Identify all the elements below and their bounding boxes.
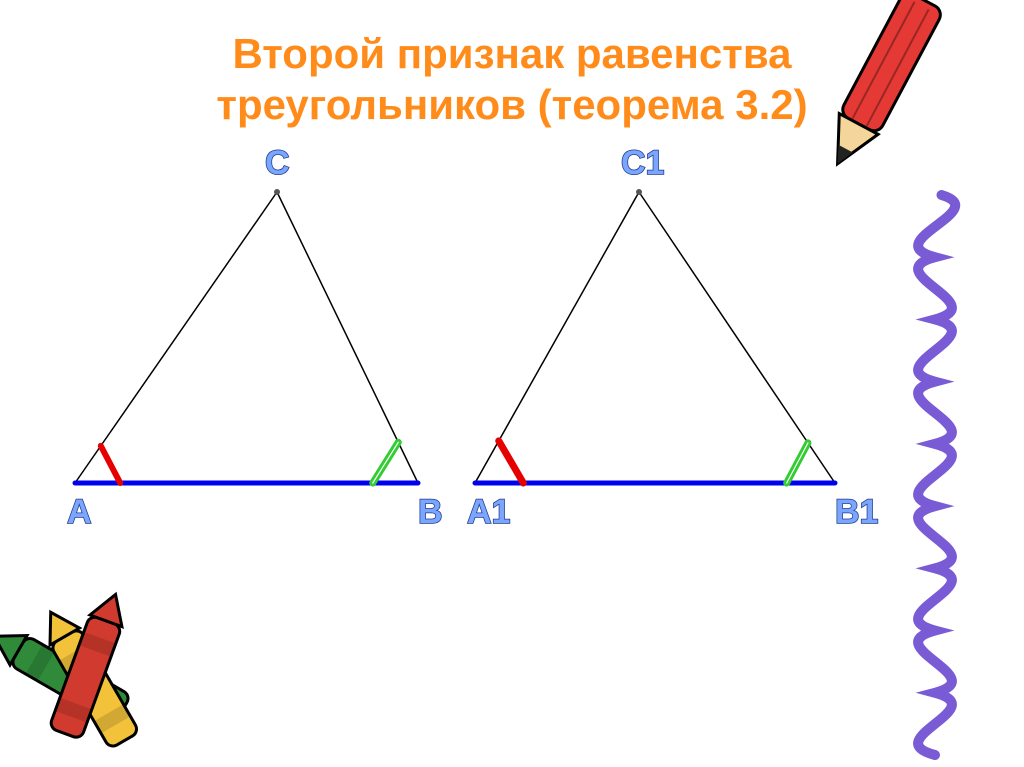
- edge-AC: [75, 192, 277, 483]
- edge-BC: [639, 192, 835, 483]
- vertex-label-A: А1: [467, 493, 510, 531]
- crayons-icon: [0, 589, 139, 749]
- vertex-dot-C: [636, 189, 642, 195]
- triangle-left: А В С: [67, 144, 443, 531]
- angle-mark-A: [499, 441, 524, 483]
- squiggle-path: [918, 195, 955, 755]
- decorations-layer: [0, 0, 955, 755]
- triangle-right: А1 В1 С1: [467, 144, 878, 531]
- triangles-layer: А В С А1 В1 С1: [67, 144, 878, 531]
- vertex-label-C: С1: [621, 144, 664, 182]
- squiggle-icon: [918, 195, 955, 755]
- vertex-label-B: В1: [835, 493, 878, 531]
- pencil-icon: [818, 0, 944, 174]
- angle-mark-B-inner: [787, 443, 808, 483]
- angle-mark-B-inner: [373, 442, 399, 483]
- vertex-dot-C: [274, 189, 280, 195]
- diagram-canvas: А В С А1 В1 С1: [0, 0, 1024, 767]
- angle-mark-A: [101, 446, 120, 483]
- vertex-label-A: А: [67, 493, 92, 531]
- vertex-label-B: В: [418, 493, 443, 531]
- vertex-label-C: С: [265, 144, 290, 182]
